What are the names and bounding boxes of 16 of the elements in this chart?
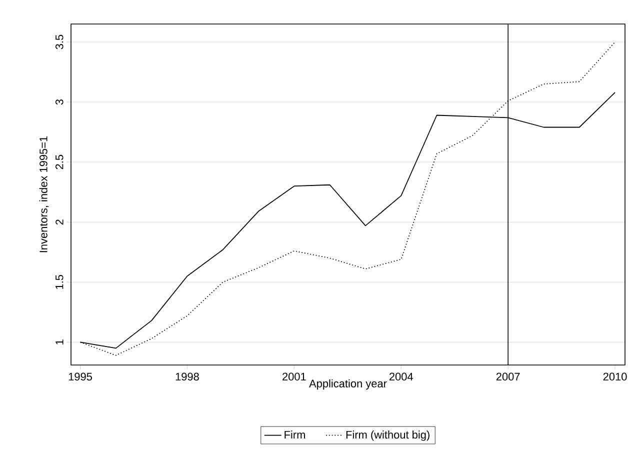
y-axis-title: Inventors, index 1995=1: [39, 136, 49, 252]
x-tick-label: 2010: [603, 372, 627, 381]
y-tick-label: 1.5: [56, 274, 64, 289]
y-tick-label: 3: [56, 99, 64, 105]
y-tick-label: 2.5: [56, 154, 64, 170]
x-axis-title: Application year: [309, 379, 387, 390]
legend-label: Firm: [284, 430, 305, 438]
y-tick-label: 1: [56, 340, 64, 344]
y-tick-label: 3.5: [56, 34, 64, 50]
x-tick-label: 1995: [68, 372, 92, 381]
x-tick-label: 1998: [176, 372, 199, 381]
legend-label: Firm (without big): [346, 430, 430, 441]
x-tick-label: 2004: [389, 372, 413, 381]
x-tick-label: 2001: [282, 372, 306, 381]
y-tick-label: 2: [56, 220, 64, 225]
x-tick-label: 2007: [496, 372, 520, 381]
